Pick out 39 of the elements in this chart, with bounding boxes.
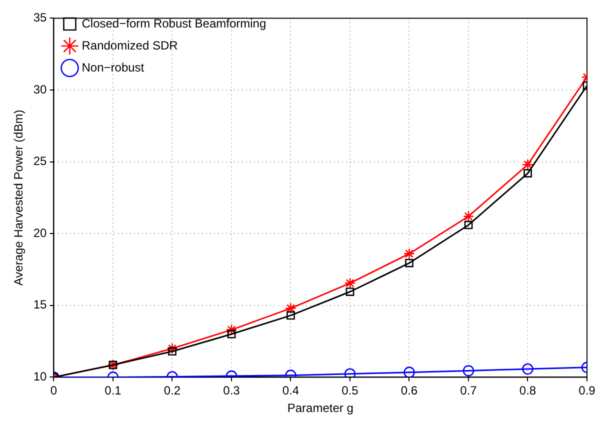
point <box>286 311 295 320</box>
x-tick-label: 0.2 <box>164 384 181 398</box>
point <box>404 366 415 378</box>
point <box>285 302 296 314</box>
point <box>522 159 534 170</box>
point <box>227 330 236 338</box>
point <box>344 277 356 289</box>
point <box>166 342 178 354</box>
point <box>462 210 474 222</box>
y-tick-label: 25 <box>33 154 48 168</box>
x-tick-label: 0.3 <box>223 384 240 398</box>
point <box>405 258 414 268</box>
legend-label: Closed−form Robust Beamforming <box>82 16 266 30</box>
y-tick-label: 35 <box>33 10 48 25</box>
x-tick-label: 0.9 <box>578 384 596 398</box>
point <box>522 363 534 375</box>
x-tick-label: 0.5 <box>342 384 359 398</box>
point <box>524 169 532 178</box>
x-tick-label: 0 <box>50 384 58 398</box>
y-tick-label: 20 <box>33 226 48 240</box>
x-tick-label: 0.1 <box>104 384 122 398</box>
x-tick-label: 0.8 <box>519 384 536 398</box>
point <box>344 368 356 378</box>
point <box>168 347 176 356</box>
x-tick-label: 0.6 <box>400 384 418 398</box>
y-tick-label: 15 <box>33 298 48 312</box>
point <box>346 288 354 296</box>
point <box>462 365 474 376</box>
y-tick-label: 30 <box>33 82 48 96</box>
x-axis-title: Parameter g <box>287 401 354 416</box>
point <box>404 248 415 260</box>
legend-label: Non−robust <box>82 60 145 74</box>
point <box>226 324 238 336</box>
x-tick-label: 0.4 <box>282 384 300 398</box>
point <box>464 220 473 230</box>
x-tick-label: 0.7 <box>460 384 478 398</box>
legend-label: Randomized SDR <box>82 38 178 52</box>
y-axis-title: Average Harvested Power (dBm) <box>12 110 26 286</box>
y-tick-label: 10 <box>33 370 48 384</box>
